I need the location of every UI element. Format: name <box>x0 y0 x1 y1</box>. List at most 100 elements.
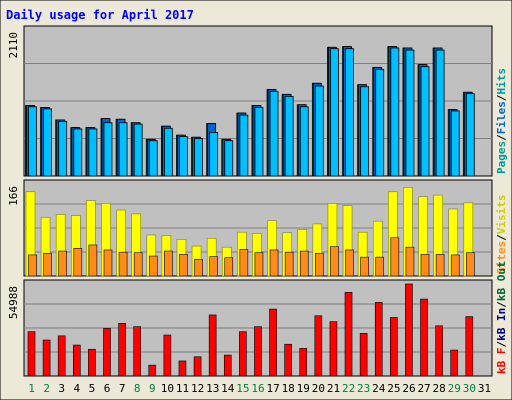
kbytes-legend-label: kB F/kB In/kB Out <box>495 261 508 374</box>
bar-hits-day-30 <box>465 93 475 177</box>
bar-sites-day-28 <box>435 254 445 277</box>
bar-hits-day-11 <box>179 136 188 177</box>
day-label: 12 <box>191 382 204 395</box>
bar-hits-day-25 <box>390 47 400 177</box>
bar-hits-day-7 <box>118 122 128 177</box>
bar-sites-day-3 <box>58 250 67 277</box>
day-label: 27 <box>417 382 430 395</box>
bar-hits-day-21 <box>330 48 339 177</box>
hits-legend-part: Hits <box>495 68 508 95</box>
bar-sites-day-14 <box>224 257 234 277</box>
bar-sites-day-11 <box>179 254 188 277</box>
bar-hits-day-6 <box>103 122 113 177</box>
bar-sites-day-10 <box>164 250 173 277</box>
day-label: 2 <box>43 382 50 395</box>
bar-sites-day-21 <box>330 246 339 277</box>
day-label: 8 <box>134 382 141 395</box>
bar-sites-day-8 <box>133 252 143 277</box>
bar-kbf-day-25 <box>390 317 398 377</box>
bar-sites-day-29 <box>450 254 460 277</box>
bar-kbf-day-20 <box>314 315 323 377</box>
bar-hits-day-15 <box>239 114 249 177</box>
bar-hits-day-23 <box>360 86 370 177</box>
bar-kbf-day-29 <box>450 349 459 377</box>
day-label: 13 <box>206 382 219 395</box>
kbytes-legend-part: kB In <box>495 308 508 341</box>
day-label: 1 <box>28 382 35 395</box>
bar-hits-day-16 <box>254 107 264 177</box>
visits-panel: 166 Sites/Visits <box>7 179 508 277</box>
bar-hits-day-13 <box>209 132 219 177</box>
bar-kbf-day-12 <box>193 356 202 377</box>
bar-hits-day-28 <box>435 49 445 177</box>
day-label: 14 <box>221 382 235 395</box>
bar-sites-day-15 <box>239 249 249 277</box>
bar-sites-day-18 <box>284 251 294 277</box>
bar-sites-day-20 <box>315 252 324 277</box>
bar-kbf-day-10 <box>163 334 172 377</box>
chart-title: Daily usage for April 2017 <box>6 8 194 22</box>
hits-legend-part: Files <box>495 101 508 134</box>
bar-kbf-day-16 <box>254 326 262 377</box>
bar-hits-day-3 <box>58 120 68 177</box>
bar-kbf-day-4 <box>72 344 81 377</box>
day-label: 25 <box>387 382 400 395</box>
day-label: 31 <box>478 382 491 395</box>
bar-kbf-day-15 <box>239 331 247 377</box>
bar-sites-day-25 <box>390 237 400 277</box>
bar-sites-day-30 <box>466 252 475 277</box>
bar-sites-day-1 <box>28 254 37 277</box>
bar-kbf-day-7 <box>118 322 126 377</box>
bar-sites-day-17 <box>269 249 279 277</box>
bar-sites-day-16 <box>254 252 264 277</box>
hits-legend-part: Pages <box>495 141 508 174</box>
hits-max-label: 2110 <box>7 32 20 59</box>
day-label: 29 <box>448 382 461 395</box>
day-label: 18 <box>282 382 295 395</box>
kbytes-legend-part: / <box>495 301 508 308</box>
bar-hits-day-17 <box>269 91 279 177</box>
day-label: 16 <box>251 382 264 395</box>
day-label: 3 <box>58 382 65 395</box>
day-label: 21 <box>327 382 340 395</box>
kbytes-legend-part: kB F <box>495 348 508 375</box>
bar-kbf-day-13 <box>208 314 217 377</box>
bar-kbf-day-24 <box>374 302 383 377</box>
bar-sites-day-19 <box>299 250 309 277</box>
bar-kbf-day-22 <box>344 292 353 377</box>
hits-legend-part: / <box>495 134 508 141</box>
bar-hits-day-12 <box>194 138 203 177</box>
bar-hits-day-1 <box>28 106 37 177</box>
bar-sites-day-6 <box>103 249 113 277</box>
bar-hits-day-8 <box>133 123 143 177</box>
day-label: 30 <box>463 382 476 395</box>
bar-hits-day-26 <box>405 49 415 177</box>
bar-hits-day-14 <box>224 140 234 177</box>
bar-kbf-day-26 <box>405 283 413 377</box>
bar-kbf-day-27 <box>420 298 428 377</box>
bar-sites-day-2 <box>43 252 52 277</box>
day-label: 23 <box>357 382 370 395</box>
bar-kbf-day-17 <box>269 308 277 377</box>
day-label: 5 <box>89 382 96 395</box>
bar-sites-day-26 <box>405 246 415 277</box>
bar-sites-day-24 <box>375 256 385 277</box>
bar-sites-day-13 <box>209 256 218 277</box>
bar-hits-day-9 <box>148 140 158 177</box>
day-label: 22 <box>342 382 355 395</box>
hits-legend-label: Pages/Files/Hits <box>495 68 508 174</box>
bar-sites-day-12 <box>194 259 203 277</box>
day-label: 20 <box>312 382 325 395</box>
bar-kbf-day-9 <box>148 364 157 377</box>
bar-sites-day-27 <box>420 254 430 277</box>
bar-hits-day-19 <box>299 106 309 177</box>
bar-kbf-day-28 <box>435 325 443 377</box>
bar-hits-day-2 <box>43 108 52 177</box>
day-label: 26 <box>402 382 415 395</box>
day-label: 7 <box>119 382 126 395</box>
kbytes-max-label: 54988 <box>7 286 20 319</box>
bar-hits-day-5 <box>88 128 98 177</box>
bar-kbf-day-2 <box>42 339 51 377</box>
